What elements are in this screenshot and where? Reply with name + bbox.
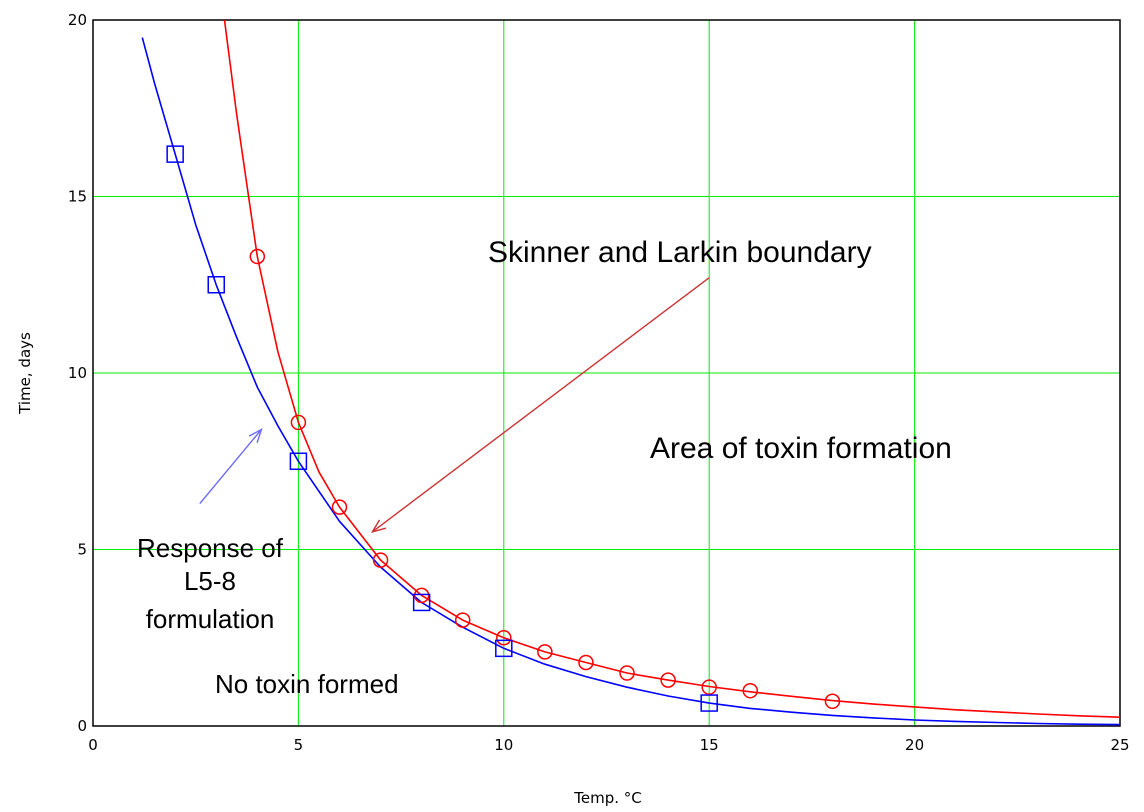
grid bbox=[93, 20, 1120, 726]
x-tick-label: 10 bbox=[494, 736, 513, 754]
data-point-circle bbox=[619, 665, 635, 681]
series-markers bbox=[166, 145, 841, 712]
y-tick-label: 10 bbox=[68, 364, 87, 382]
annotation-arrows bbox=[199, 277, 710, 533]
annotation-skinner-larkin: Skinner and Larkin boundary bbox=[488, 236, 872, 269]
arrow-shaft-1 bbox=[199, 429, 262, 505]
data-point-circle bbox=[701, 679, 717, 695]
x-axis-label: Temp. °C bbox=[573, 789, 642, 807]
data-point-square bbox=[412, 593, 431, 612]
data-point-circle bbox=[413, 587, 430, 604]
data-point-circle bbox=[824, 693, 841, 710]
y-tick-label: 15 bbox=[68, 188, 87, 206]
x-tick-label: 5 bbox=[294, 736, 304, 754]
x-tick-label: 25 bbox=[1110, 736, 1129, 754]
x-tick-label: 20 bbox=[905, 736, 924, 754]
data-point-circle bbox=[578, 654, 594, 671]
data-point-circle bbox=[537, 644, 553, 660]
data-point-square bbox=[166, 145, 184, 163]
annotation-no-toxin: No toxin formed bbox=[215, 669, 399, 699]
data-point-square bbox=[700, 694, 718, 712]
annotation-response-line1: Response of bbox=[137, 533, 284, 563]
y-tick-label: 20 bbox=[68, 11, 87, 29]
annotation-toxin-area: Area of toxin formation bbox=[650, 432, 952, 465]
data-point-circle bbox=[372, 552, 389, 568]
series-line-0 bbox=[223, 19, 1121, 718]
y-tick-label: 5 bbox=[77, 541, 87, 559]
data-point-circle bbox=[290, 414, 307, 431]
arrow-head-0 bbox=[370, 519, 387, 533]
data-point-square bbox=[207, 276, 225, 294]
annotation-response-line2: L5-8 bbox=[184, 566, 236, 596]
series-lines bbox=[141, 19, 1121, 726]
data-point-circle bbox=[660, 672, 676, 688]
x-tick-label: 0 bbox=[88, 736, 98, 754]
y-tick-label: 0 bbox=[77, 717, 87, 735]
data-point-circle bbox=[454, 612, 471, 628]
data-point-circle bbox=[742, 682, 759, 699]
arrow-shaft-0 bbox=[371, 277, 710, 533]
arrow-head-1 bbox=[248, 428, 263, 444]
data-point-square bbox=[495, 639, 513, 658]
x-tick-label: 15 bbox=[700, 736, 719, 754]
tick-labels: 0 5 10 15 20 25 0 5 10 15 20 bbox=[68, 11, 1130, 754]
y-axis-label: Time, days bbox=[16, 332, 34, 415]
annotation-response-line3: formulation bbox=[146, 604, 275, 634]
series-line-1 bbox=[141, 37, 1121, 726]
plot-frame bbox=[92, 19, 1121, 727]
data-point-circle bbox=[331, 499, 348, 515]
data-point-circle bbox=[249, 248, 266, 265]
data-point-square bbox=[289, 452, 308, 470]
data-point-circle bbox=[496, 630, 512, 646]
